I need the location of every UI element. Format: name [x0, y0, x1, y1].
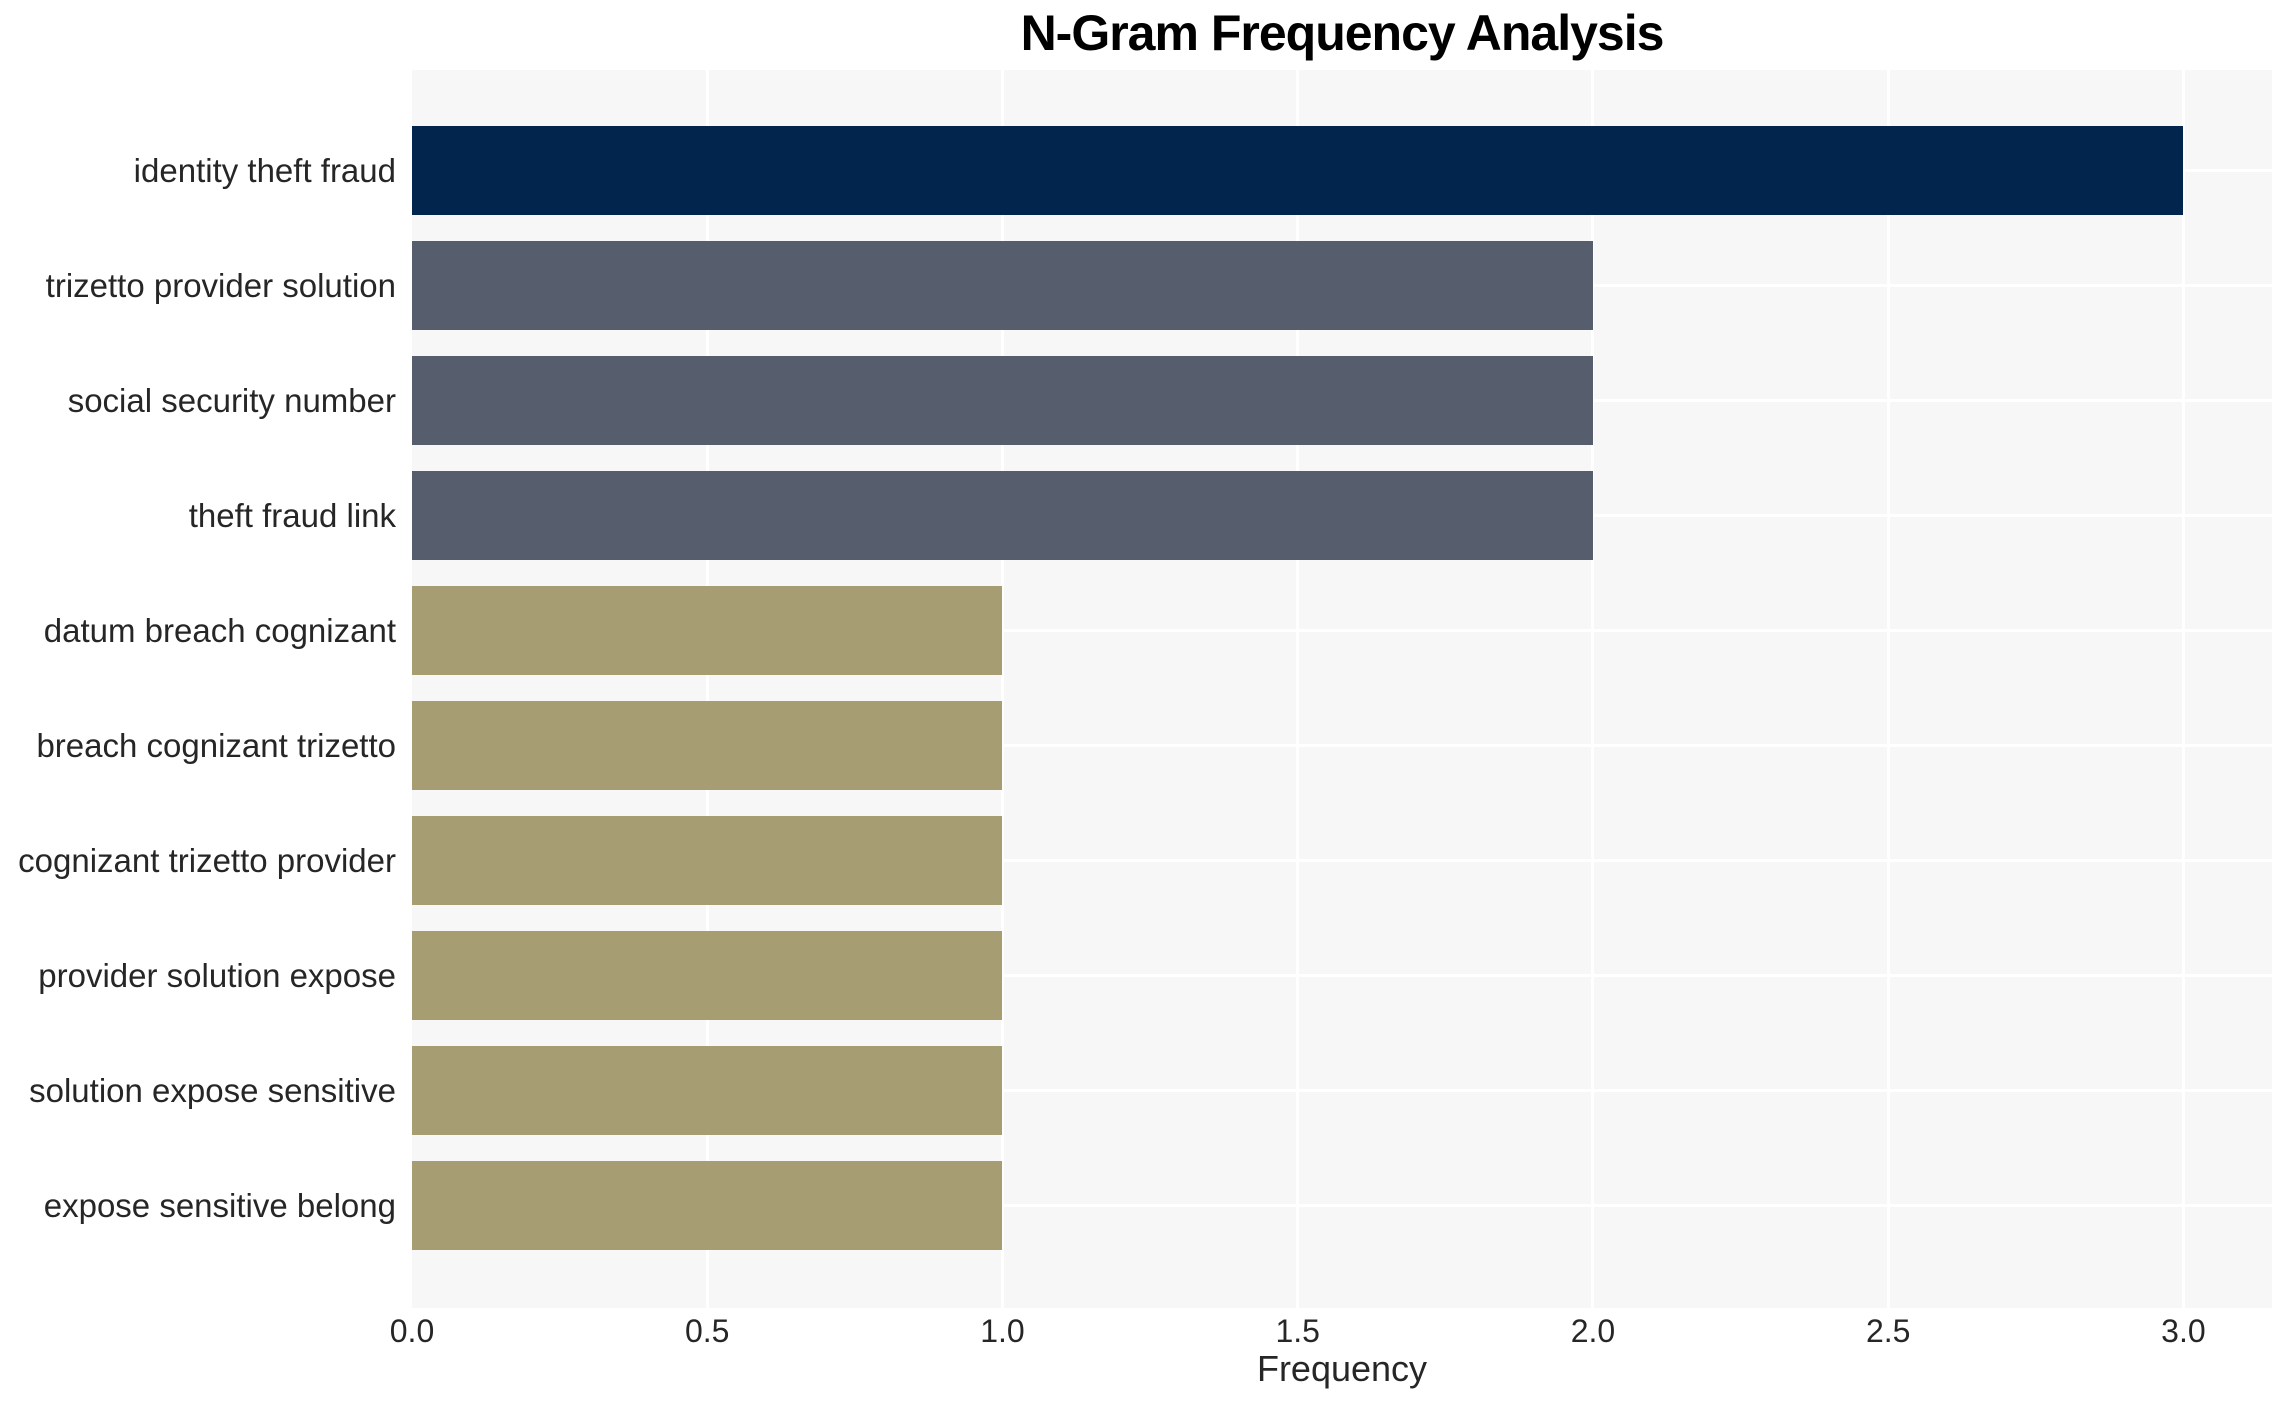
- bar: [412, 586, 1003, 675]
- y-tick-label: cognizant trizetto provider: [18, 842, 396, 879]
- y-tick-label: social security number: [67, 382, 396, 419]
- gridline-horizontal: [412, 859, 2272, 862]
- gridline-horizontal: [412, 629, 2272, 632]
- y-tick-label: datum breach cognizant: [43, 612, 396, 649]
- gridline-horizontal: [412, 974, 2272, 977]
- bar: [412, 701, 1003, 790]
- gridline-vertical: [1000, 70, 1004, 1308]
- plot-area: [412, 70, 2272, 1308]
- y-tick-label: identity theft fraud: [133, 152, 396, 189]
- x-tick-label: 1.5: [1275, 1313, 1320, 1349]
- gridline-vertical: [2181, 70, 2185, 1308]
- y-tick-label: breach cognizant trizetto: [36, 727, 396, 764]
- y-tick-label: theft fraud link: [188, 497, 396, 534]
- gridline-horizontal: [412, 1089, 2272, 1092]
- bar: [412, 1161, 1003, 1250]
- y-tick-label: trizetto provider solution: [45, 267, 396, 304]
- gridline-vertical: [1886, 70, 1890, 1308]
- gridline-horizontal: [412, 1204, 2272, 1207]
- x-tick-label: 2.0: [1570, 1313, 1616, 1349]
- x-axis-title: Frequency: [1256, 1348, 1428, 1389]
- y-tick-label: solution expose sensitive: [29, 1072, 396, 1109]
- y-tick-label: expose sensitive belong: [43, 1187, 396, 1224]
- bar: [412, 816, 1003, 905]
- gridline-horizontal: [412, 744, 2272, 747]
- x-tick-label: 3.0: [2161, 1313, 2206, 1349]
- x-tick-label: 2.5: [1865, 1313, 1911, 1349]
- gridline-vertical: [1591, 70, 1595, 1308]
- x-tick-label: 1.0: [980, 1313, 1025, 1349]
- chart-title: N-Gram Frequency Analysis: [1020, 5, 1665, 61]
- bar: [412, 126, 2184, 215]
- bar: [412, 1046, 1003, 1135]
- bar: [412, 356, 1593, 445]
- x-tick-label: 0.0: [389, 1313, 435, 1349]
- y-tick-label: provider solution expose: [38, 957, 396, 994]
- gridline-vertical: [1296, 70, 1300, 1308]
- x-tick-label: 0.5: [684, 1313, 730, 1349]
- bar: [412, 241, 1593, 330]
- bar: [412, 471, 1593, 560]
- gridline-vertical: [705, 70, 709, 1308]
- bar: [412, 931, 1003, 1020]
